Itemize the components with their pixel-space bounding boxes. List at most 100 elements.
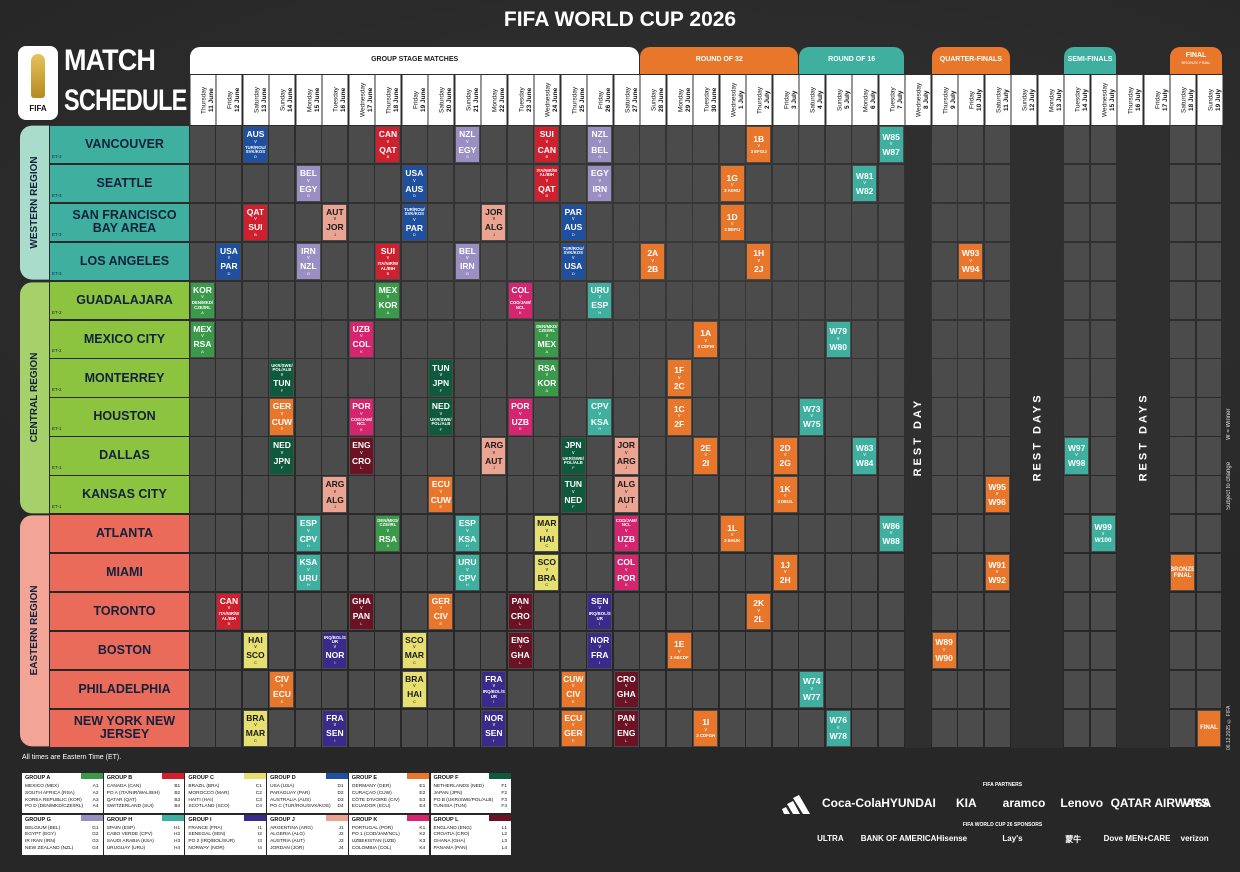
- grid-cell: [852, 320, 878, 358]
- grid-cell: [931, 398, 957, 436]
- city-offset: ET-2: [52, 309, 62, 315]
- team: NOR: [590, 634, 610, 645]
- grid-cell: [799, 164, 825, 203]
- grid-cell: [242, 476, 268, 514]
- group-name: GROUP C: [188, 775, 214, 781]
- team: COD/JAM/NCL: [615, 518, 637, 528]
- weekday: Tuesday: [1074, 87, 1082, 113]
- match-label: BRONZE FINAL: [1171, 566, 1194, 579]
- date-header: Sunday 19 July: [1196, 75, 1222, 125]
- match: CAN v QAT B: [376, 127, 400, 163]
- grid-cell: [825, 553, 851, 592]
- grid-cell: [931, 476, 957, 514]
- grid-cell: [269, 242, 295, 281]
- date-header: Saturday 18 July: [1170, 75, 1196, 125]
- grid-cell: [401, 592, 427, 631]
- grid-cell: [190, 126, 215, 164]
- team: EGY: [458, 144, 477, 155]
- date-header: Sunday 12 July: [1011, 75, 1037, 125]
- grid-cell: [984, 359, 1010, 397]
- city-cell: [50, 398, 189, 436]
- group-legend: GROUP D USA (USA) D1 PARAGUAY (PAR) D2 AUSTRA…: [267, 773, 348, 813]
- team-code: B4: [174, 804, 181, 810]
- grid-cell: [958, 203, 984, 242]
- match: 1A v 3 CEFHI: [694, 321, 718, 357]
- versus: v: [360, 333, 363, 340]
- city-cell: [50, 164, 189, 203]
- logo-line: SCHEDULE: [64, 84, 187, 117]
- grid-cell: [666, 709, 692, 747]
- date: 25 June: [578, 87, 586, 113]
- team: 1A: [700, 328, 712, 339]
- group-letter: L: [519, 659, 522, 665]
- grid-cell: [295, 709, 321, 747]
- grid-cell: [322, 670, 348, 708]
- versus: v: [413, 216, 416, 223]
- grid-cell: [958, 164, 984, 203]
- versus: v: [942, 646, 946, 653]
- versus: v: [598, 138, 602, 145]
- grid-cell: [375, 203, 401, 242]
- grid-cell: [1090, 398, 1116, 436]
- team: W80: [829, 341, 847, 352]
- sponsor-logo: VISA: [1183, 796, 1212, 810]
- team: CRO: [510, 611, 530, 622]
- grid-cell: [295, 126, 321, 164]
- date: 9 July: [949, 90, 957, 110]
- match: UZB v COL K: [349, 321, 373, 357]
- match-label: FINAL: [1200, 725, 1218, 732]
- grid-cell: [1196, 437, 1222, 475]
- team-code: C3: [255, 797, 262, 803]
- city-cell: [50, 359, 189, 397]
- sponsor-logo: verizon: [1180, 834, 1209, 843]
- match: W79 v W80: [826, 321, 850, 357]
- grid-cell: [375, 709, 401, 747]
- adidas-logo: [782, 795, 810, 814]
- group-letter: E: [571, 698, 575, 704]
- grid-cell: [242, 553, 268, 592]
- grid-cell: [481, 242, 507, 281]
- team: KOR: [537, 378, 557, 389]
- match: MEX v KOR A: [376, 282, 400, 318]
- grid-cell: [507, 437, 533, 475]
- versus: v: [254, 644, 257, 651]
- match: 1F v 2C: [667, 360, 691, 396]
- grid-cell: [1090, 203, 1116, 242]
- grid-cell: [1090, 631, 1116, 670]
- team-name: NORWAY (NOR): [188, 845, 225, 851]
- grid-cell: [852, 631, 878, 670]
- versus: v: [492, 449, 496, 456]
- versus: v: [678, 648, 681, 655]
- group-letter: A: [386, 309, 390, 315]
- grid-cell: [746, 359, 772, 397]
- match: IRN v NZL G: [296, 243, 320, 280]
- grid-cell: [746, 398, 772, 436]
- stage-name: SEMI-FINALS: [1067, 56, 1113, 63]
- team: W92: [988, 575, 1006, 586]
- date-header: Thursday 18 June: [375, 75, 401, 125]
- match: 1L v 3 EHIJK: [720, 516, 744, 552]
- date: 29 June: [684, 87, 692, 113]
- team-code: B1: [174, 784, 181, 789]
- grid-cell: [1064, 242, 1090, 281]
- versus: v: [307, 255, 310, 262]
- team-name: SWITZERLAND (SUI): [106, 804, 154, 810]
- grid-cell: [825, 203, 851, 242]
- weekday: Wednesday: [1101, 82, 1109, 118]
- versus: v: [1101, 531, 1105, 538]
- date: 30 June: [711, 87, 719, 113]
- team: CIV: [433, 611, 448, 622]
- match: 2K v 2L: [747, 593, 771, 630]
- sponsor-logo: HYUNDAI: [881, 796, 936, 810]
- team: NED: [564, 494, 583, 505]
- team: W94: [961, 263, 980, 274]
- grid-cell: [746, 631, 772, 670]
- grid-cell: [454, 203, 480, 242]
- sponsor-logo: ULTRA: [817, 834, 844, 843]
- versus: v: [572, 449, 575, 456]
- team: 3 EHIJK: [724, 538, 741, 544]
- team: TUN: [273, 378, 291, 389]
- grid-cell: [1090, 709, 1116, 747]
- group-name: GROUP B: [106, 775, 133, 781]
- group-letter: L: [360, 620, 363, 626]
